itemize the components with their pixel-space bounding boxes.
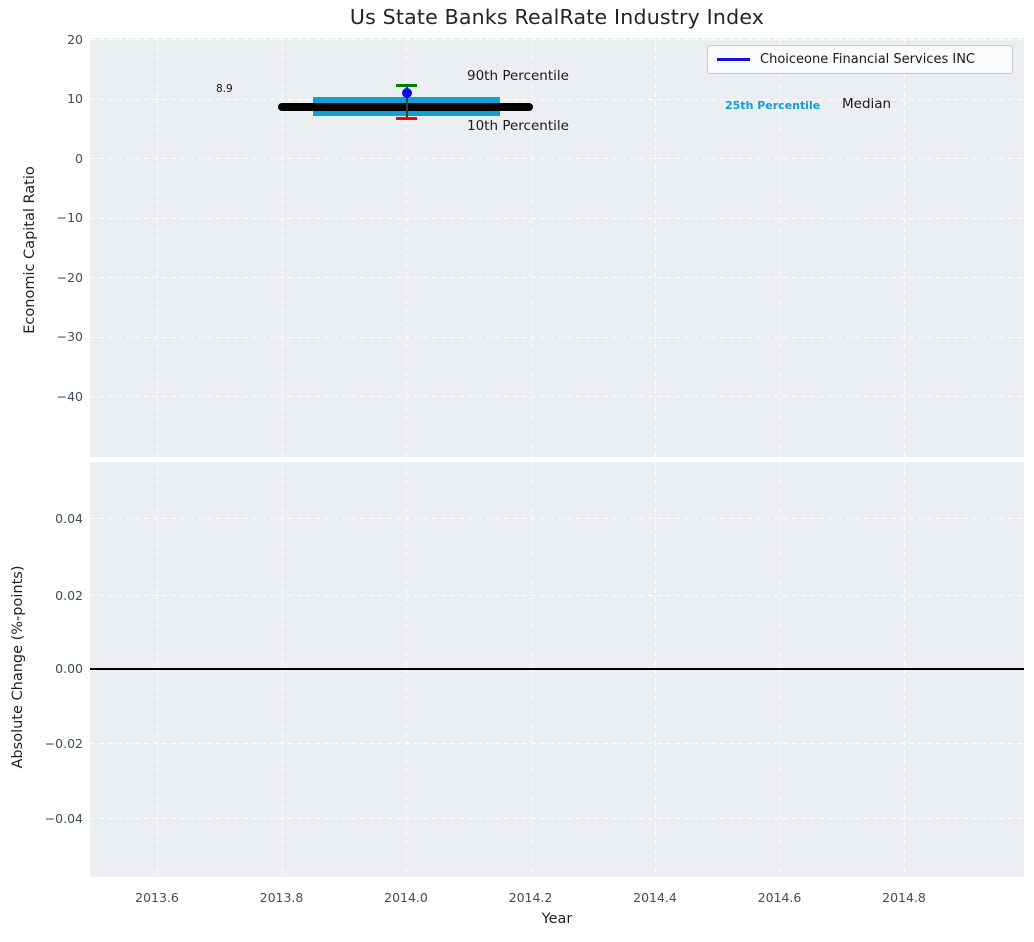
- y-tick-label: −30: [56, 329, 83, 344]
- gridline-horizontal: [90, 396, 1024, 398]
- legend-line-sample-icon: [717, 58, 750, 61]
- percentile-whisker-line: [406, 86, 408, 119]
- bottom-plot-area: [90, 462, 1024, 877]
- x-axis-label: Year: [541, 911, 573, 927]
- gridline-vertical: [530, 38, 532, 457]
- gridline-horizontal: [90, 818, 1024, 820]
- gridline-horizontal: [90, 217, 1024, 219]
- zero-reference-line: [90, 668, 1024, 670]
- y-tick-label: 20: [67, 31, 83, 47]
- gridline-horizontal: [90, 158, 1024, 160]
- x-tick-label: 2013.6: [135, 890, 179, 905]
- y-tick-label: −40: [56, 388, 83, 404]
- median-value-annotation: 8.9: [216, 83, 233, 95]
- gridline-horizontal: [90, 595, 1024, 597]
- gridline-horizontal: [90, 39, 1024, 41]
- x-tick-label: 2014.0: [384, 890, 428, 905]
- y-tick-label: 0.00: [55, 661, 83, 676]
- x-tick-label: 2014.4: [633, 890, 677, 905]
- x-tick-label: 2014.2: [508, 890, 553, 905]
- p25-annotation: 25th Percentile: [725, 99, 821, 112]
- y-tick-label: −20: [56, 269, 83, 285]
- percentile-10-cap: [396, 117, 417, 120]
- gridline-horizontal: [90, 743, 1024, 745]
- x-tick-label: 2013.8: [259, 890, 304, 905]
- y-tick-label: 0: [75, 150, 83, 166]
- legend: Choiceone Financial Services INC: [707, 45, 1013, 74]
- gridline-horizontal: [90, 336, 1024, 338]
- median-annotation: Median: [842, 96, 892, 112]
- y-tick-label: −0.04: [44, 810, 83, 826]
- p90-annotation: 90th Percentile: [467, 68, 569, 84]
- x-tick-label: 2014.8: [882, 890, 926, 905]
- gridline-vertical: [655, 38, 657, 457]
- gridline-horizontal: [90, 98, 1024, 100]
- chart-title: Us State Banks RealRate Industry Index: [349, 5, 765, 29]
- p10-annotation: 10th Percentile: [467, 118, 569, 134]
- legend-entry-label: Choiceone Financial Services INC: [760, 52, 975, 67]
- gridline-horizontal: [90, 518, 1024, 520]
- top-y-axis-label: Economic Capital Ratio: [22, 166, 38, 334]
- y-tick-label: 0.02: [55, 587, 83, 603]
- y-tick-label: −10: [56, 210, 83, 225]
- company-data-point: [402, 88, 412, 98]
- gridline-vertical: [779, 38, 781, 457]
- gridline-vertical: [904, 38, 906, 457]
- gridline-horizontal: [90, 277, 1024, 279]
- y-tick-label: −0.02: [44, 735, 83, 751]
- gridline-vertical: [281, 38, 283, 457]
- percentile-90-cap: [396, 84, 417, 87]
- y-tick-label: 10: [67, 91, 83, 106]
- x-tick-label: 2014.6: [757, 890, 802, 905]
- gridline-vertical: [157, 38, 159, 457]
- top-plot-area: 8.9 90th Percentile 10th Percentile 25th…: [90, 38, 1024, 457]
- gridline-vertical: [406, 38, 408, 457]
- y-tick-label: 0.04: [55, 510, 83, 526]
- median-line: [278, 103, 533, 111]
